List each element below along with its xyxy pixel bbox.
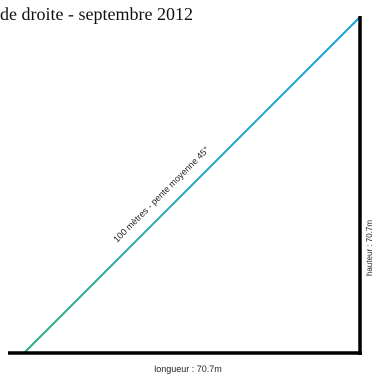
length-label: longueur : 70.7m — [154, 364, 222, 374]
slope-line — [23, 16, 361, 354]
height-label: hauteur : 70.7m — [365, 220, 374, 276]
page-title: de droite - septembre 2012 — [0, 4, 193, 24]
slope-label: 100 mètres - pente moyenne 45° — [111, 144, 211, 244]
